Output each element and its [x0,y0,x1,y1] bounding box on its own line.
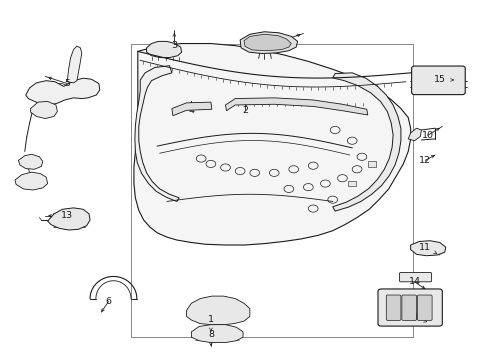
Text: 14: 14 [409,277,420,286]
Text: 8: 8 [208,330,214,339]
FancyBboxPatch shape [378,289,442,326]
Polygon shape [192,325,243,342]
Bar [348,181,356,186]
Polygon shape [408,128,421,141]
Text: 6: 6 [105,297,112,306]
FancyBboxPatch shape [417,295,432,320]
Polygon shape [15,172,48,190]
Polygon shape [19,154,43,169]
Text: 9: 9 [412,313,417,322]
Polygon shape [240,32,297,54]
Polygon shape [134,44,411,245]
Polygon shape [172,102,212,116]
Text: 10: 10 [422,131,434,140]
Bar [130,44,413,337]
Polygon shape [244,34,291,51]
Polygon shape [67,46,82,83]
Text: 4: 4 [189,106,195,115]
Text: 3: 3 [172,41,177,50]
Polygon shape [135,66,179,202]
Bar [130,44,413,337]
FancyBboxPatch shape [402,295,416,320]
Polygon shape [26,78,100,105]
FancyBboxPatch shape [386,295,401,320]
Text: 7: 7 [276,37,282,46]
Text: 13: 13 [61,211,73,220]
Polygon shape [333,73,401,211]
Polygon shape [411,241,446,256]
Text: 15: 15 [434,76,446,85]
Text: 5: 5 [64,79,70,88]
Polygon shape [225,98,368,115]
Text: 2: 2 [242,106,248,115]
Polygon shape [48,208,90,230]
Polygon shape [147,41,182,58]
Polygon shape [30,102,57,118]
Polygon shape [187,296,250,325]
FancyBboxPatch shape [399,273,432,282]
FancyBboxPatch shape [412,66,465,95]
Text: 1: 1 [208,315,214,324]
Bar [368,161,375,167]
Text: 12: 12 [419,156,431,165]
Text: 11: 11 [419,243,431,252]
